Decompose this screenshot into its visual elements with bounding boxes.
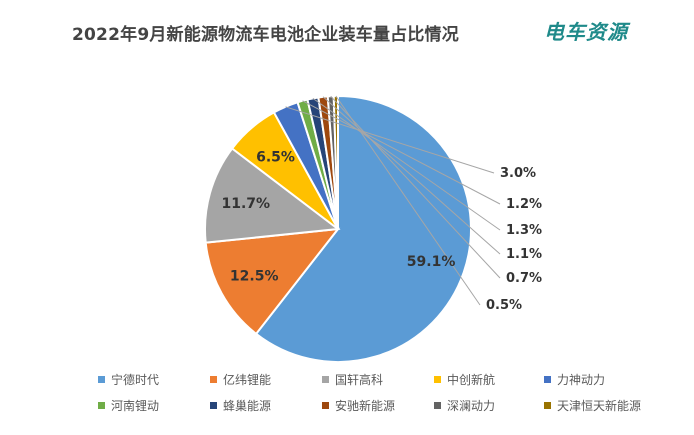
legend-label-2: 亿纬锂能 (223, 373, 272, 387)
legend-item-6: 河南锂动 (98, 398, 159, 414)
legend-swatch-3 (322, 376, 329, 383)
pie-slice-10 (332, 94, 339, 230)
leader-line-6 (302, 100, 501, 205)
legend-swatch-9 (434, 402, 441, 409)
pie-slice-3 (204, 147, 341, 244)
leader-lines (285, 95, 501, 306)
legend-label-7: 蜂巢能源 (223, 399, 272, 413)
legend-item-7: 蜂巢能源 (210, 398, 271, 414)
data-labels: 59.1% 12.5% 11.7% 6.5% 3.0% 1.2% 1.3% 1.1% 0.7% 0… (222, 150, 543, 314)
slice-label-4: 6.5% (256, 150, 295, 166)
legend-swatch-7 (210, 402, 217, 409)
legend-item-1: 宁德时代 (98, 372, 159, 388)
legend-swatch-4 (434, 376, 441, 383)
legend-swatch-8 (322, 402, 329, 409)
legend-label-1: 宁德时代 (111, 373, 160, 387)
pie-slice-1 (254, 94, 472, 363)
chart-title: 2022年9月新能源物流车电池企业装车量占比情况 (72, 25, 459, 45)
pie-slice-2 (204, 227, 341, 336)
slice-label-9: 0.7% (506, 271, 542, 286)
legend-item-2: 亿纬锂能 (210, 372, 271, 388)
legend-item-8: 安驰新能源 (322, 398, 395, 414)
legend-swatch-2 (210, 376, 217, 383)
legend-item-9: 深澜动力 (434, 398, 495, 414)
legend-item-5: 力神动力 (544, 372, 605, 388)
legend-item-3: 国轩高科 (322, 372, 383, 388)
slice-label-1: 59.1% (407, 254, 456, 270)
slice-label-7: 1.3% (506, 223, 542, 238)
legend-swatch-6 (98, 402, 105, 409)
brand-logo: 电车资源 (544, 20, 628, 44)
slice-label-5: 3.0% (500, 166, 536, 181)
slice-label-6: 1.2% (506, 197, 542, 212)
slice-label-2: 12.5% (230, 268, 279, 284)
legend-swatch-10 (544, 402, 551, 409)
slice-label-10: 0.5% (486, 298, 522, 313)
leader-line-8 (322, 96, 501, 255)
leader-line-9 (330, 95, 501, 279)
legend-item-10: 天津恒天新能源 (544, 398, 641, 414)
legend-swatch-5 (544, 376, 551, 383)
slice-label-8: 1.1% (506, 247, 542, 262)
legend-label-10: 天津恒天新能源 (557, 399, 642, 413)
legend-label-6: 河南锂动 (111, 399, 160, 413)
legend-label-4: 中创新航 (447, 373, 496, 387)
pie-slices (204, 94, 472, 363)
legend-swatch-1 (98, 376, 105, 383)
slice-label-3: 11.7% (222, 196, 271, 212)
legend-label-9: 深澜动力 (447, 399, 496, 413)
legend-item-4: 中创新航 (434, 372, 495, 388)
legend-label-8: 安驰新能源 (335, 399, 396, 413)
title-row: 2022年9月新能源物流车电池企业装车量占比情况 电车资源 (0, 16, 694, 50)
leader-line-10 (335, 95, 481, 306)
legend-label-3: 国轩高科 (335, 373, 384, 387)
leader-line-7 (312, 97, 501, 231)
legend-label-5: 力神动力 (557, 373, 606, 387)
leader-line-5 (285, 106, 495, 174)
